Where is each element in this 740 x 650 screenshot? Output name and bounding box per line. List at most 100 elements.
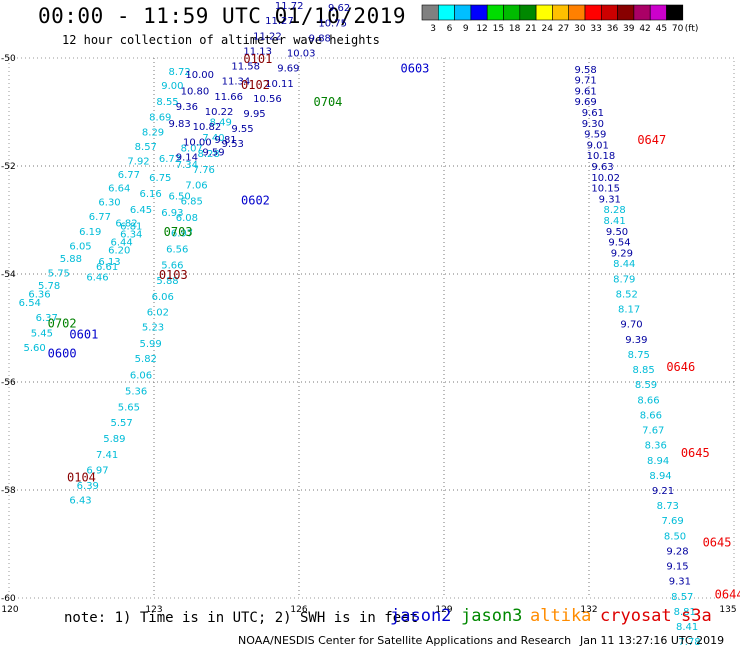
- wave-height-value: 7.67: [642, 426, 664, 437]
- y-tick-label: -60: [1, 594, 16, 604]
- wave-height-value: 6.37: [36, 313, 58, 324]
- colorbar-label: 12: [476, 24, 487, 34]
- y-tick-label: -54: [1, 270, 16, 280]
- wave-height-value: 8.29: [142, 127, 164, 138]
- wave-height-value: 5.88: [156, 276, 178, 287]
- y-tick-label: -58: [1, 486, 16, 496]
- wave-height-value: 6.06: [130, 370, 152, 381]
- pass-time-label: 0103: [159, 268, 188, 282]
- wave-height-value: 10.11: [265, 79, 294, 90]
- wave-height-value: 10.75: [318, 18, 347, 29]
- legend-jason2: jason2: [390, 606, 452, 626]
- colorbar-label: 45: [656, 24, 667, 34]
- wave-height-value: 8.28: [604, 205, 626, 216]
- chart-note: note: 1) Time is in UTC; 2) SWH is in fe…: [64, 610, 419, 626]
- wave-height-value: 8.50: [664, 531, 686, 542]
- colorbar-label: 6: [447, 24, 453, 34]
- wave-height-points: 6.43 6.39 6.97 7.41 5.89 5.57 5.65 5.36 6.06 5.82…: [19, 1, 701, 648]
- wave-height-value: 6.20: [108, 246, 130, 257]
- wave-height-value: 6.85: [181, 197, 203, 208]
- wave-height-value: 6.08: [176, 213, 198, 224]
- colorbar-swatch: [552, 4, 570, 21]
- wave-height-value: 9.62: [328, 3, 350, 14]
- colorbar-swatch: [503, 4, 521, 21]
- wave-height-value: 8.57: [135, 142, 157, 153]
- wave-height-value: 8.57: [671, 592, 693, 603]
- wave-height-value: 6.36: [28, 289, 50, 300]
- wave-height-value: 9.29: [611, 248, 633, 259]
- wave-height-value: 5.65: [118, 402, 140, 413]
- wave-height-value: 7.06: [185, 180, 207, 191]
- wave-height-value: 7.40: [202, 133, 224, 144]
- wave-height-value: 5.60: [24, 343, 46, 354]
- wave-height-value: 8.79: [613, 274, 635, 285]
- wave-height-value: 9.69: [277, 64, 299, 75]
- wave-height-value: 9.59: [584, 130, 606, 141]
- wave-height-value: 9.28: [666, 546, 688, 557]
- legend-cryosat: cryosat: [600, 606, 672, 626]
- wave-height-value: 9.14: [176, 152, 198, 163]
- x-tick-label: 132: [580, 605, 597, 615]
- colorbar-swatch: [617, 4, 635, 21]
- wave-height-value: 11.27: [265, 16, 294, 27]
- generation-timestamp: Jan 11 13:27:16 UTC 2019: [580, 634, 725, 647]
- wave-height-value: 5.45: [31, 328, 53, 339]
- wave-height-value: 8.85: [633, 365, 655, 376]
- wave-height-value: 6.77: [118, 170, 140, 181]
- wave-height-value: 8.07: [181, 144, 203, 155]
- pass-time-label: 0645: [703, 535, 732, 549]
- wave-height-value: 9.63: [591, 162, 613, 173]
- plot-grid: [8, 57, 735, 599]
- wave-height-value: 9.88: [309, 33, 331, 44]
- wave-height-value: 6.43: [69, 496, 91, 507]
- wave-height-value: 6.02: [147, 307, 169, 318]
- wave-height-value: 6.30: [98, 198, 120, 209]
- x-tick-label: 123: [145, 605, 162, 615]
- wave-height-value: 9.54: [608, 238, 630, 249]
- wave-height-value: 9.70: [620, 320, 642, 331]
- colorbar-swatch: [649, 4, 667, 21]
- wave-height-value: 11.72: [275, 1, 304, 12]
- colorbar-swatch: [666, 4, 684, 21]
- wave-height-value: 9.36: [176, 102, 198, 113]
- wave-height-value: 9.55: [231, 124, 253, 135]
- pass-time-label: 0646: [666, 360, 695, 374]
- wave-height-value: 7.41: [96, 450, 118, 461]
- wave-height-value: 8.44: [613, 259, 635, 270]
- wave-height-value: 5.57: [111, 418, 133, 429]
- wave-height-value: 11.58: [231, 62, 260, 73]
- wave-height-value: 6.72: [159, 154, 181, 165]
- wave-height-value: 8.28: [198, 149, 220, 160]
- wave-height-value: 10.00: [183, 138, 212, 149]
- wave-height-value: 8.69: [149, 112, 171, 123]
- wave-height-value: 10.03: [287, 49, 316, 60]
- wave-height-value: 10.18: [587, 151, 616, 162]
- colorbar-label: 33: [590, 24, 601, 34]
- wave-height-value: 8.81: [674, 607, 696, 618]
- wave-height-value: 6.82: [115, 219, 137, 230]
- wave-height-value: 6.05: [69, 241, 91, 252]
- wave-height-value: 10.02: [591, 173, 620, 184]
- plot-frame: [8, 57, 735, 599]
- wave-height-value: 6.81: [120, 221, 142, 232]
- colorbar-legend: 3 6 9 12 15 18 21 24 27 30 33 36 39 42 45 70 (ft): [421, 4, 698, 34]
- wave-height-value: 8.41: [676, 622, 698, 633]
- wave-height-value: 9.00: [161, 81, 183, 92]
- wave-height-value: 5.99: [140, 339, 162, 350]
- colorbar-label: 9: [463, 24, 469, 34]
- wave-height-value: 5.75: [48, 268, 70, 279]
- wave-height-value: 9.59: [202, 147, 224, 158]
- wave-height-value: 6.97: [171, 228, 193, 239]
- wave-height-value: 11.34: [222, 77, 251, 88]
- wave-height-value: 5.23: [142, 322, 164, 333]
- colorbar-label: 36: [607, 24, 619, 34]
- colorbar-swatch: [454, 4, 472, 21]
- wave-height-value: 7.78: [678, 637, 700, 648]
- wave-height-value: 8.59: [635, 380, 657, 391]
- chart-subtitle: 12 hour collection of altimeter wave hei…: [62, 33, 380, 47]
- wave-height-value: 8.41: [604, 216, 626, 227]
- wave-height-value: 11.13: [243, 46, 272, 57]
- wave-height-value: 6.77: [89, 212, 111, 223]
- wave-height-value: 5.88: [60, 254, 82, 265]
- wave-height-value: 5.89: [103, 434, 125, 445]
